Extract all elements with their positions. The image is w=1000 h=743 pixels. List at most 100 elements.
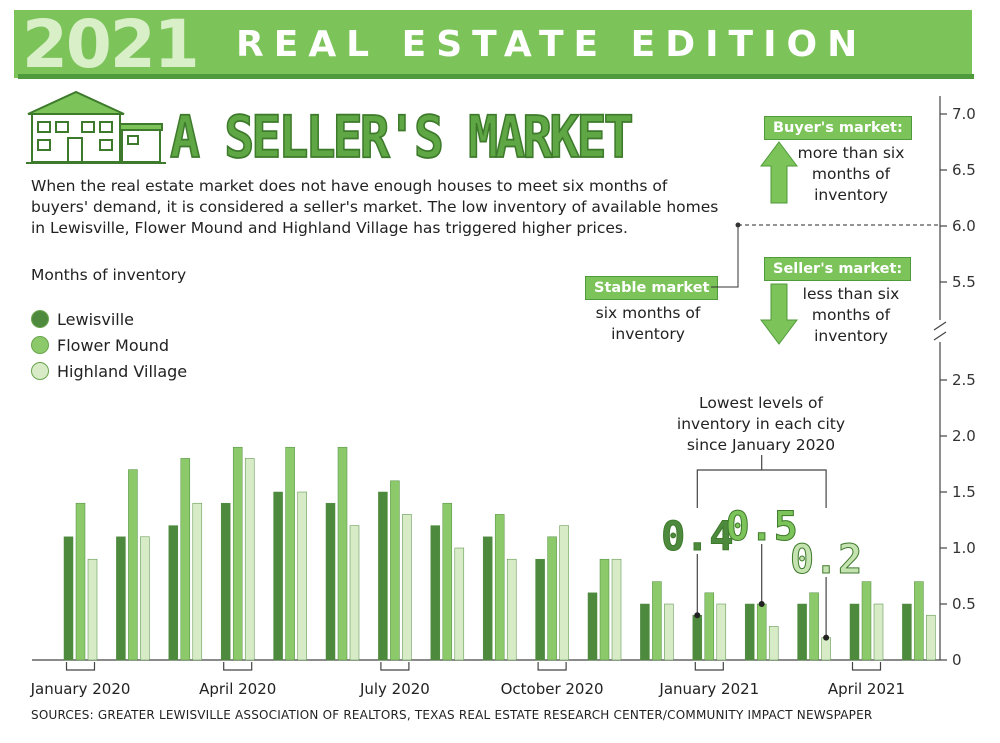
bar-flower-mound-1 xyxy=(128,469,138,661)
x-tick-bracket xyxy=(694,662,724,671)
up-arrow-icon xyxy=(760,141,798,204)
bar-highland-village-14 xyxy=(821,637,831,661)
x-tick-bracket xyxy=(537,662,567,671)
bar-lewisville-8 xyxy=(482,536,493,661)
y-tick-label: 5.5 xyxy=(952,273,976,291)
legend: Lewisville Flower Mound Highland Village xyxy=(31,306,187,384)
lowest-point-marker xyxy=(694,612,701,619)
y-tick-label: 0 xyxy=(952,651,962,669)
banner-shadow xyxy=(18,74,974,79)
y-tick-label: 6.5 xyxy=(952,161,976,179)
legend-item-flower-mound: Flower Mound xyxy=(31,332,187,358)
edition-banner: 2021 REAL ESTATE EDITION xyxy=(14,6,972,83)
y-tick-label: 1.0 xyxy=(952,539,976,557)
bar-lewisville-14 xyxy=(797,603,807,661)
stable-market-label: Stable market xyxy=(585,276,719,300)
legend-item-lewisville: Lewisville xyxy=(31,306,187,332)
bar-lewisville-5 xyxy=(325,502,336,661)
bar-lewisville-3 xyxy=(220,502,231,661)
bar-highland-village-12 xyxy=(716,603,727,661)
bar-highland-village-1 xyxy=(140,536,150,661)
headline: A SELLER'S MARKET xyxy=(169,103,634,171)
axis-break-mark xyxy=(933,331,947,341)
bar-highland-village-13 xyxy=(768,626,779,661)
x-tick-label: July 2020 xyxy=(359,680,430,698)
bar-lewisville-9 xyxy=(535,558,545,661)
banner-year: 2021 xyxy=(22,6,200,83)
bar-highland-village-3 xyxy=(244,458,255,661)
y-tick-label: 6.0 xyxy=(952,217,976,235)
chart-subhead: Months of inventory xyxy=(31,266,187,284)
bar-flower-mound-0 xyxy=(75,502,86,661)
lowest-point-marker xyxy=(758,601,765,607)
bar-flower-mound-6 xyxy=(390,480,400,661)
bar-lewisville-6 xyxy=(378,491,388,661)
bar-lewisville-11 xyxy=(640,603,650,661)
stable-connector xyxy=(711,225,739,288)
legend-swatch-flower-mound xyxy=(31,336,49,354)
bar-flower-mound-12 xyxy=(704,592,715,661)
y-tick-label: 2.5 xyxy=(952,371,976,389)
house-icon xyxy=(26,90,166,164)
bar-flower-mound-11 xyxy=(652,581,662,661)
banner-edition-title: REAL ESTATE EDITION xyxy=(236,24,868,65)
bar-highland-village-10 xyxy=(611,558,622,661)
bar-lewisville-1 xyxy=(116,536,126,661)
bar-highland-village-5 xyxy=(349,525,360,661)
bar-flower-mound-16 xyxy=(914,581,924,661)
bar-highland-village-9 xyxy=(559,525,569,661)
bar-highland-village-7 xyxy=(454,547,465,661)
down-arrow-icon xyxy=(760,283,798,345)
lowest-point-label: 0.2 xyxy=(790,537,862,583)
lowest-levels-note: Lowest levels of inventory in each city … xyxy=(676,394,846,454)
bar-flower-mound-13 xyxy=(756,603,767,661)
legend-label: Highland Village xyxy=(57,361,188,381)
y-tick-label: 1.5 xyxy=(952,483,976,501)
bar-lewisville-7 xyxy=(430,525,441,661)
x-tick-bracket xyxy=(223,662,253,671)
bar-lewisville-2 xyxy=(168,525,179,661)
x-tick-label: April 2021 xyxy=(828,680,905,698)
bar-flower-mound-4 xyxy=(285,446,295,661)
sellers-market-text: less than six months of inventory xyxy=(802,285,900,345)
bar-flower-mound-7 xyxy=(442,502,453,661)
lowest-point-marker xyxy=(823,634,830,641)
buyers-market-label: Buyer's market: xyxy=(764,116,912,140)
stable-market-text: six months of inventory xyxy=(595,304,701,343)
lowest-point-label: 0.5 xyxy=(726,504,798,550)
bar-flower-mound-8 xyxy=(494,514,505,661)
x-tick-bracket xyxy=(65,662,96,671)
legend-label: Flower Mound xyxy=(57,335,170,355)
legend-swatch-lewisville xyxy=(31,310,49,328)
y-tick-label: 2.0 xyxy=(952,427,976,445)
bar-highland-village-2 xyxy=(192,502,203,661)
bar-highland-village-11 xyxy=(664,603,674,661)
bar-highland-village-8 xyxy=(506,558,517,661)
legend-label: Lewisville xyxy=(57,309,134,329)
x-tick-label: October 2020 xyxy=(501,680,604,698)
lowest-point-label: 0.4 xyxy=(661,514,733,560)
buyers-market-text: more than six months of inventory xyxy=(797,144,905,204)
intro-paragraph: When the real estate market does not hav… xyxy=(31,177,719,237)
axis-break-mark xyxy=(933,321,947,331)
sources-note: SOURCES: GREATER LEWISVILLE ASSOCIATION … xyxy=(31,708,873,722)
bar-flower-mound-15 xyxy=(861,581,872,661)
lowest-levels-bracket xyxy=(696,469,827,508)
bar-highland-village-0 xyxy=(87,558,98,661)
x-tick-bracket xyxy=(380,662,410,671)
bar-flower-mound-10 xyxy=(599,558,610,661)
bar-flower-mound-2 xyxy=(180,458,191,661)
x-tick-label: January 2021 xyxy=(658,680,759,698)
x-tick-bracket xyxy=(851,662,882,671)
bar-flower-mound-3 xyxy=(232,446,243,661)
x-tick-label: January 2020 xyxy=(30,680,131,698)
bar-highland-village-15 xyxy=(873,603,884,661)
bar-highland-village-6 xyxy=(402,514,412,661)
y-tick-label: 0.5 xyxy=(952,595,976,613)
bar-lewisville-15 xyxy=(849,603,860,661)
bar-lewisville-13 xyxy=(744,603,755,661)
bar-lewisville-10 xyxy=(587,592,598,661)
sellers-market-label: Seller's market: xyxy=(764,257,912,281)
bar-lewisville-4 xyxy=(273,491,283,661)
